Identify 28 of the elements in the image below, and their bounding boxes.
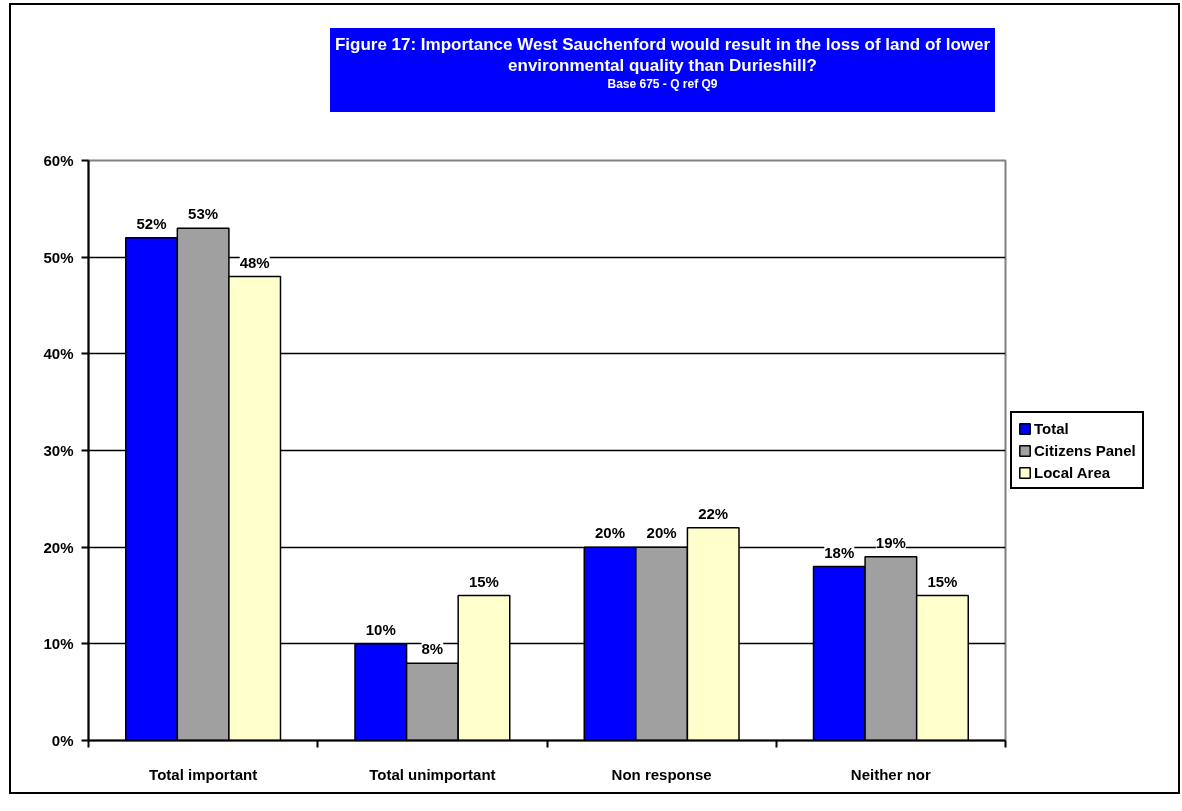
y-tick-label: 0% [51, 732, 74, 749]
x-tick-label: Non response [611, 765, 712, 783]
chart-subtitle: Base 675 - Q ref Q9 [606, 76, 719, 92]
legend-label: Citizens Panel [1034, 441, 1136, 459]
data-label: 15% [468, 572, 499, 590]
data-label: 52% [136, 214, 167, 232]
data-label: 15% [927, 572, 958, 590]
chart-title: Figure 17: Importance West Sauchenford would result in the loss of land of lower environmental quality than Durieshill? [333, 34, 992, 76]
data-label: 18% [824, 543, 855, 561]
x-tick-label: Total unimportant [369, 765, 496, 783]
data-label: 53% [188, 205, 219, 223]
y-tick-label: 10% [43, 635, 74, 653]
y-tick-label: 20% [43, 538, 74, 556]
legend-label: Local Area [1034, 463, 1111, 481]
y-tick-label: 50% [43, 248, 74, 266]
data-label: 22% [698, 504, 729, 522]
legend-label: Total [1034, 419, 1069, 437]
x-tick-label: Total important [149, 765, 258, 783]
data-label: 20% [595, 524, 626, 542]
data-label: 20% [646, 524, 677, 542]
data-label: 8% [421, 640, 444, 658]
data-label: 19% [875, 533, 906, 551]
y-tick-label: 30% [43, 442, 74, 459]
x-tick-label: Neither nor [850, 765, 932, 783]
y-tick-label: 60% [43, 152, 74, 169]
y-tick-label: 40% [43, 345, 74, 363]
data-label: 10% [365, 620, 396, 638]
data-label: 48% [239, 253, 270, 271]
